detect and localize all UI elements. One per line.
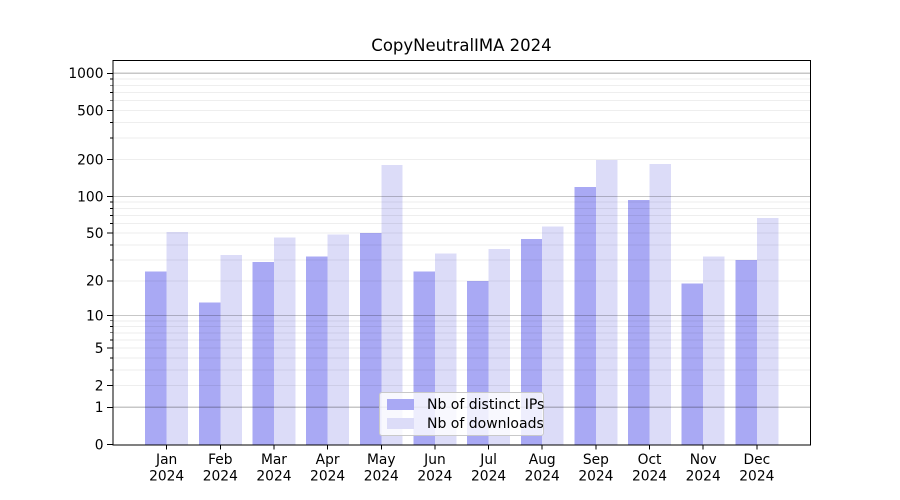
legend: Nb of distinct IPs Nb of downloads (379, 392, 544, 436)
bar (198, 302, 221, 445)
y-tick-label: 200 (77, 152, 103, 168)
bar (327, 234, 350, 445)
y-tick-label: 100 (77, 189, 103, 205)
axes-frame (112, 60, 811, 446)
y-tick-label: 0 (95, 437, 104, 453)
bar (542, 226, 564, 445)
bar (220, 255, 242, 445)
x-tick-label-month: Jun (423, 452, 446, 468)
y-tick-label: 2 (95, 378, 104, 394)
bar (252, 261, 274, 445)
x-tick-label-month: Mar (261, 452, 287, 468)
x-tick-label-month: Oct (638, 452, 662, 468)
bars-downloads (166, 159, 779, 445)
bar (681, 283, 704, 445)
x-tick-label-year: 2024 (149, 469, 184, 485)
legend-item-distinct-ips: Nb of distinct IPs (387, 398, 544, 412)
legend-label-downloads: Nb of downloads (427, 415, 544, 432)
x-tick-label-year: 2024 (686, 469, 721, 485)
bar (381, 164, 403, 445)
x-tick-label-month: Dec (743, 452, 770, 468)
x-tick-label-month: Apr (316, 452, 340, 468)
bar (735, 259, 757, 445)
legend-label-distinct-ips: Nb of distinct IPs (427, 396, 545, 413)
x-tick-label-month: Jul (479, 452, 497, 468)
y-tick-label: 5 (95, 341, 104, 357)
y-tick-label: 50 (86, 226, 104, 242)
x-tick-label-year: 2024 (525, 469, 560, 485)
bar (306, 256, 328, 445)
x-tick-label-month: Aug (529, 452, 556, 468)
x-tick-label-year: 2024 (256, 469, 291, 485)
bar (574, 186, 596, 445)
x-tick-label-year: 2024 (310, 469, 345, 485)
bar (628, 199, 650, 445)
gridlines (113, 72, 811, 408)
x-tick-label-year: 2024 (739, 469, 774, 485)
bar (703, 256, 725, 445)
bar (145, 271, 167, 445)
y-tick-label: 500 (77, 103, 103, 119)
x-tick-label-year: 2024 (471, 469, 506, 485)
x-tick-label-year: 2024 (632, 469, 667, 485)
y-tick-label: 1 (95, 400, 104, 416)
x-tick-label-month: Jan (155, 452, 177, 468)
legend-swatch-distinct-ips-icon (387, 399, 414, 410)
bar (273, 237, 296, 445)
y-tick-label: 1000 (68, 66, 103, 82)
y-tick-label: 20 (86, 274, 104, 290)
legend-item-downloads: Nb of downloads (387, 417, 544, 431)
x-tick-label-month: Sep (583, 452, 609, 468)
chart-title: CopyNeutralIMA 2024 (371, 36, 552, 55)
bar (649, 164, 671, 445)
x-tick-label-year: 2024 (578, 469, 613, 485)
bar (756, 217, 779, 445)
x-tick-label-year: 2024 (203, 469, 238, 485)
y-tick-label: 10 (86, 308, 104, 324)
x-tick-label-month: Feb (208, 452, 232, 468)
bar (359, 233, 382, 445)
axis-ticks-and-labels: 01251020501002005001000Jan2024Feb2024Mar… (68, 66, 774, 484)
legend-swatch-downloads-icon (387, 418, 414, 429)
x-tick-label-month: May (367, 452, 396, 468)
x-tick-label-month: Nov (690, 452, 717, 468)
bar (166, 232, 189, 445)
bar (595, 159, 618, 445)
x-tick-label-year: 2024 (364, 469, 399, 485)
x-tick-label-year: 2024 (417, 469, 452, 485)
